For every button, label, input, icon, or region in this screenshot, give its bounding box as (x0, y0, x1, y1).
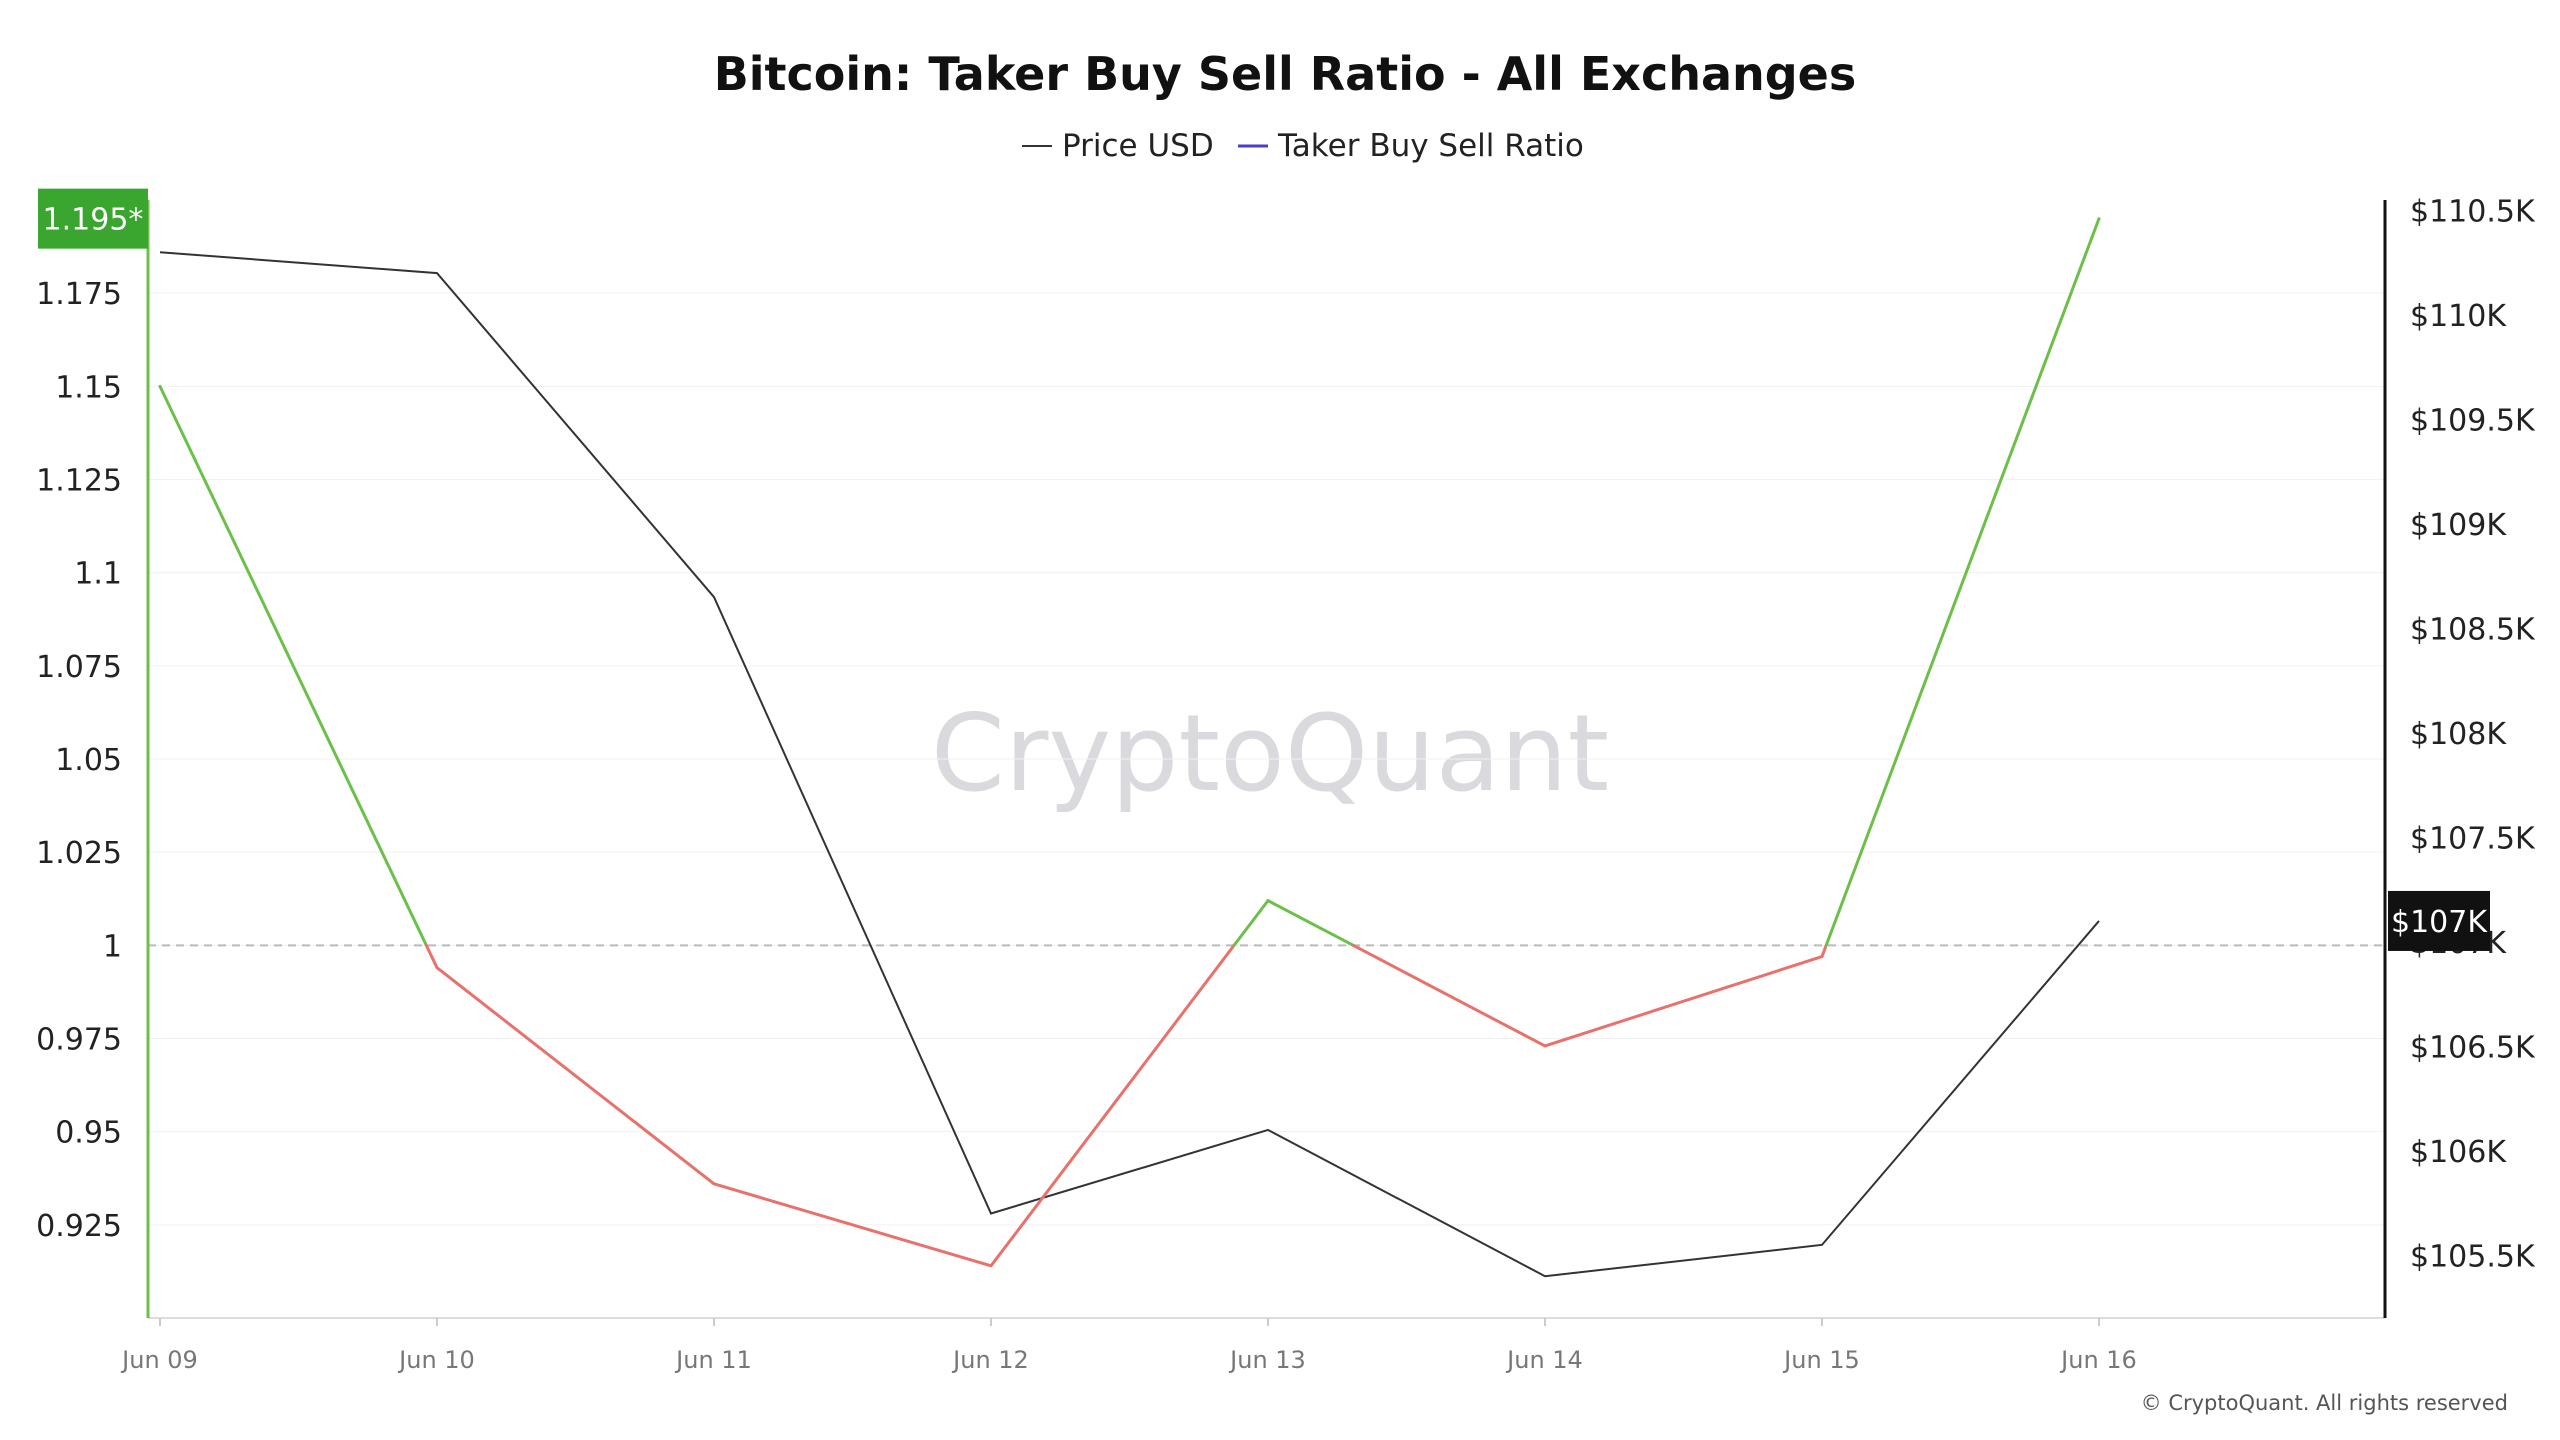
ratio-series (158, 217, 2101, 1268)
ratio-segment (1824, 217, 2101, 947)
x-tick-label: Jun 14 (1505, 1346, 1583, 1374)
ratio-segment (1543, 955, 1824, 1048)
legend-item-ratio[interactable]: Taker Buy Sell Ratio (1238, 128, 1584, 164)
ratio-segment (712, 1182, 993, 1268)
right-tick-label: $108K (2410, 717, 2507, 752)
left-tick-label: 1.075 (36, 650, 122, 685)
x-tick-label: Jun 10 (397, 1346, 475, 1374)
legend[interactable]: Price USD Taker Buy Sell Ratio (1022, 128, 1584, 164)
right-current-badge-label: $107K (2391, 905, 2488, 940)
left-tick-label: 0.925 (36, 1209, 122, 1244)
ratio-segment (1351, 943, 1547, 1048)
left-tick-label: 0.975 (36, 1023, 122, 1058)
legend-item-price[interactable]: Price USD (1022, 128, 1214, 164)
right-tick-label: $109.5K (2410, 403, 2536, 438)
x-tick-label: Jun 15 (1782, 1346, 1860, 1374)
ratio-segment (1820, 943, 1828, 959)
copyright: © CryptoQuant. All rights reserved (2141, 1391, 2508, 1415)
ratio-segment (158, 384, 428, 947)
left-axis-ticks: 0.925 0.95 0.975 1 1.025 1.05 1.075 1.1 1.125 1.1… (36, 277, 122, 1244)
chart-title: Bitcoin: Taker Buy Sell Ratio - All Exch… (714, 47, 1857, 101)
left-tick-label: 1.1 (74, 557, 122, 592)
right-tick-label: $110.5K (2410, 194, 2536, 229)
legend-label-ratio: Taker Buy Sell Ratio (1277, 128, 1584, 164)
legend-label-price: Price USD (1062, 128, 1214, 164)
left-current-badge-label: 1.195* (43, 203, 144, 238)
right-tick-label: $106.5K (2410, 1030, 2536, 1065)
ratio-segment (989, 943, 1236, 1268)
right-axis-ticks: $105.5K$106K$106.5K$107K$107.5K$108K$108… (2410, 194, 2536, 1274)
ratio-segment (424, 943, 439, 970)
right-tick-label: $108.5K (2410, 612, 2536, 647)
right-tick-label: $109K (2410, 508, 2507, 543)
right-tick-label: $107.5K (2410, 821, 2536, 856)
left-tick-label: 1.15 (55, 370, 122, 405)
right-tick-label: $106K (2410, 1135, 2507, 1170)
left-tick-label: 1.025 (36, 836, 122, 871)
watermark: CryptoQuant (931, 692, 1609, 815)
left-tick-label: 1.175 (36, 277, 122, 312)
x-tick-label: Jun 16 (2059, 1346, 2137, 1374)
x-tick-label: Jun 11 (674, 1346, 752, 1374)
x-tick-label: Jun 13 (1228, 1346, 1306, 1374)
ratio-segment (1232, 899, 1270, 947)
x-axis-ticks: Jun 09 Jun 10 Jun 11 Jun 12 Jun 13 Jun 14 Jun … (120, 1318, 2137, 1374)
grid (148, 292, 2385, 1226)
ratio-segment (1266, 899, 1355, 947)
right-tick-label: $105.5K (2410, 1239, 2536, 1274)
right-current-badge (2388, 890, 2490, 951)
left-tick-label: 1.125 (36, 464, 122, 499)
price-series (159, 251, 2100, 1278)
price-line (159, 251, 2100, 1278)
left-tick-label: 1 (103, 929, 122, 964)
axis-badges: 1.195* $107K (38, 188, 2490, 951)
x-tick-label: Jun 12 (951, 1346, 1029, 1374)
left-tick-label: 1.05 (55, 743, 122, 778)
left-current-badge (38, 188, 148, 249)
ratio-segment (435, 966, 716, 1186)
right-tick-label: $110K (2410, 299, 2507, 334)
x-tick-label: Jun 09 (120, 1346, 198, 1374)
left-tick-label: 0.95 (55, 1116, 122, 1151)
